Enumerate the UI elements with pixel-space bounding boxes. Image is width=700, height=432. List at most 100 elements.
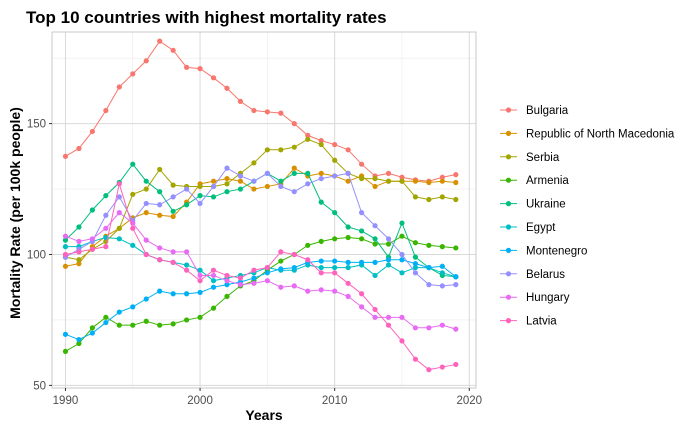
data-point-armenia [157, 322, 163, 328]
data-point-hungary [89, 236, 95, 242]
legend-item-latvia: Latvia [500, 316, 557, 328]
data-point-hungary [264, 278, 270, 284]
data-point-republic-of-north-macedonia [210, 178, 217, 184]
data-point-hungary [453, 326, 459, 332]
data-point-bulgaria [170, 47, 176, 53]
data-point-belarus [453, 282, 459, 288]
data-point-republic-of-north-macedonia [76, 261, 82, 267]
data-point-hungary [332, 288, 338, 294]
data-point-belarus [291, 189, 297, 195]
data-point-latvia [372, 306, 378, 313]
data-point-belarus [184, 186, 190, 192]
data-point-latvia [439, 364, 445, 370]
data-point-bulgaria [251, 107, 257, 114]
data-point-hungary [251, 280, 257, 286]
y-axis: 50 100 150 [27, 119, 52, 392]
data-point-hungary [399, 314, 405, 320]
data-point-ukraine [332, 210, 338, 216]
data-point-montenegro [251, 275, 257, 281]
legend-label: Latvia [526, 316, 557, 328]
data-point-montenegro [439, 263, 445, 269]
data-point-belarus [103, 212, 109, 218]
data-point-ukraine [76, 224, 82, 230]
data-point-latvia [116, 181, 122, 187]
data-point-latvia [76, 249, 82, 255]
data-point-latvia [399, 338, 405, 344]
data-point-belarus [332, 173, 338, 179]
data-point-armenia [197, 314, 203, 320]
data-point-serbia [453, 196, 459, 203]
data-point-armenia [278, 258, 284, 264]
legend-item-republic-of-north-macedonia: Republic of North Macedonia [500, 128, 675, 140]
data-point-hungary [278, 284, 284, 290]
data-point-bulgaria [318, 138, 324, 144]
data-point-republic-of-north-macedonia [426, 179, 432, 186]
data-point-montenegro [412, 261, 419, 267]
data-point-latvia [224, 272, 230, 279]
legend-label: Montenegro [526, 245, 587, 257]
data-point-bulgaria [143, 58, 149, 64]
x-tick-label: 1990 [53, 395, 79, 407]
series-layer [62, 38, 459, 373]
legend-label: Republic of North Macedonia [526, 128, 675, 140]
data-point-republic-of-north-macedonia [157, 212, 163, 218]
data-point-bulgaria [76, 145, 82, 152]
data-point-latvia [62, 251, 69, 258]
data-point-bulgaria [197, 66, 203, 72]
data-point-ukraine [318, 199, 324, 205]
data-point-latvia [237, 275, 244, 281]
data-point-armenia [412, 240, 419, 246]
legend-label: Armenia [526, 175, 569, 187]
data-point-hungary [358, 304, 365, 310]
legend-label: Serbia [526, 152, 560, 164]
data-point-serbia [385, 178, 392, 184]
data-point-egypt [116, 236, 122, 242]
data-point-egypt [62, 244, 69, 250]
data-point-belarus [157, 202, 163, 208]
data-point-republic-of-north-macedonia [291, 165, 297, 171]
data-point-bulgaria [439, 174, 445, 180]
data-point-hungary [62, 233, 69, 239]
data-point-armenia [385, 241, 392, 247]
data-point-belarus [412, 270, 419, 276]
data-point-armenia [89, 325, 95, 331]
data-point-egypt [210, 278, 217, 284]
data-point-bulgaria [210, 75, 217, 81]
data-point-egypt [439, 270, 445, 276]
data-point-montenegro [426, 264, 432, 271]
legend-label: Ukraine [526, 199, 566, 211]
data-point-hungary [210, 272, 217, 279]
data-point-republic-of-north-macedonia [62, 263, 69, 269]
data-point-belarus [426, 282, 432, 288]
data-point-hungary [224, 278, 230, 284]
data-point-republic-of-north-macedonia [345, 178, 351, 184]
data-point-serbia [197, 183, 203, 190]
data-point-ukraine [170, 208, 176, 214]
data-point-belarus [210, 183, 217, 190]
data-point-hungary [412, 325, 419, 331]
data-point-hungary [237, 282, 244, 288]
data-point-armenia [332, 236, 338, 242]
data-point-ukraine [305, 170, 311, 176]
data-point-ukraine [143, 178, 149, 184]
data-point-belarus [170, 194, 176, 200]
data-point-latvia [184, 267, 190, 273]
legend-item-armenia: Armenia [500, 175, 569, 187]
data-point-ukraine [89, 207, 95, 213]
data-point-ukraine [291, 170, 297, 176]
data-point-ukraine [358, 228, 365, 234]
data-point-latvia [345, 280, 351, 286]
data-point-latvia [318, 270, 324, 276]
data-point-serbia [412, 194, 419, 200]
data-point-egypt [412, 264, 419, 271]
data-point-montenegro [89, 330, 95, 336]
legend-key-point [505, 247, 512, 253]
data-point-republic-of-north-macedonia [439, 178, 445, 184]
data-point-serbia [157, 166, 163, 173]
data-point-serbia [305, 136, 311, 142]
data-point-belarus [305, 181, 311, 187]
data-point-latvia [305, 257, 311, 263]
data-point-ukraine [399, 220, 405, 226]
legend-label: Belarus [526, 269, 565, 281]
